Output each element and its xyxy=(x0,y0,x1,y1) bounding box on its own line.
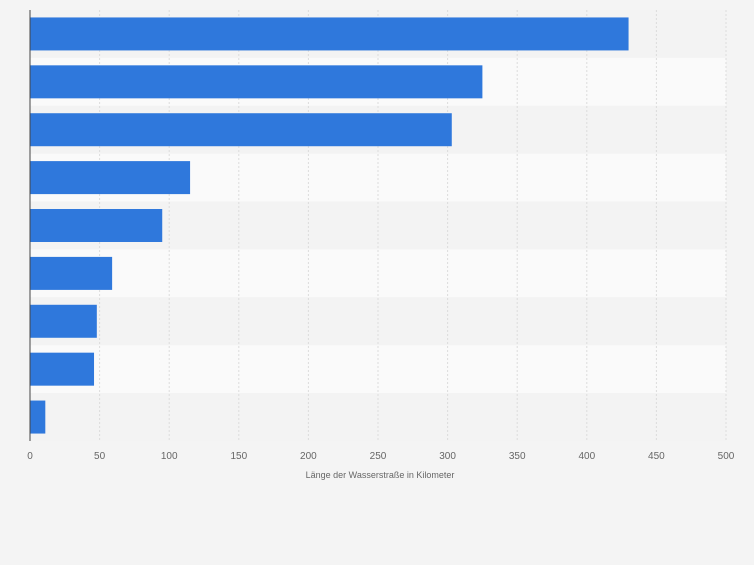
x-tick-label: 300 xyxy=(439,451,456,462)
x-tick-label: 200 xyxy=(300,451,317,462)
x-tick-label: 250 xyxy=(370,451,387,462)
bar xyxy=(30,209,163,242)
row-band xyxy=(30,249,726,298)
x-axis-tick-labels: 0 50 100 150 200 250 300 350 400 450 500 xyxy=(27,451,735,462)
bar xyxy=(30,352,95,386)
x-tick-label: 500 xyxy=(718,451,735,462)
x-tick-label: 150 xyxy=(230,451,247,462)
bar xyxy=(30,113,452,147)
bars xyxy=(30,17,629,434)
x-axis-label: Länge der Wasserstraße in Kilometer xyxy=(306,470,455,480)
row-band xyxy=(30,345,726,394)
x-tick-label: 50 xyxy=(94,451,106,462)
bar xyxy=(30,17,629,51)
x-tick-label: 400 xyxy=(578,451,595,462)
x-tick-label: 100 xyxy=(161,451,178,462)
x-tick-label: 350 xyxy=(509,451,526,462)
x-tick-label: 0 xyxy=(27,451,33,462)
row-band xyxy=(30,393,726,441)
row-band xyxy=(30,297,726,346)
bar xyxy=(30,400,46,434)
x-tick-label: 450 xyxy=(648,451,665,462)
bar xyxy=(30,256,113,290)
bar xyxy=(30,161,191,195)
bar xyxy=(30,65,483,99)
bar xyxy=(30,304,97,338)
